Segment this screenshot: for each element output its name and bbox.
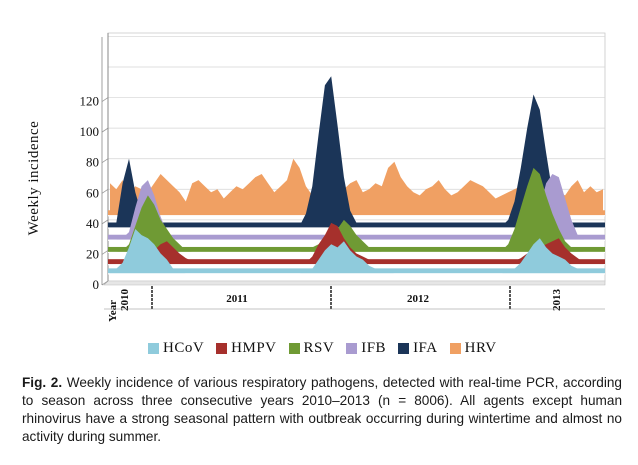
plot-floor — [103, 280, 606, 286]
legend-swatch — [148, 342, 159, 354]
legend-swatch — [216, 342, 228, 354]
x-year-label: 2012 — [407, 293, 430, 305]
y-axis-label: Weekly incidence — [26, 121, 42, 236]
legend-swatch — [346, 342, 358, 354]
chart-legend: HCoV HMPV RSV IFB IFA HRV — [148, 337, 568, 359]
gridline-ledge — [101, 219, 109, 225]
y-tick-label: 80 — [86, 155, 99, 170]
legend-label: HCoV — [163, 339, 205, 356]
legend-label: HRV — [464, 339, 497, 356]
gridline-ledge — [101, 188, 109, 194]
y-tick-label: 20 — [86, 246, 99, 261]
legend-label: RSV — [303, 339, 335, 356]
gridline-ledge — [101, 250, 109, 255]
legend-item-hcov: HCoV — [148, 340, 204, 357]
y-tick-label: 120 — [80, 94, 100, 109]
gridline-ledge — [101, 127, 109, 133]
weekly-incidence-chart: 0 20 40 60 80 100 120 Weekly incidence Year 2010 2… — [26, 32, 606, 322]
gridline-ledge — [101, 280, 109, 286]
gridline-ledge — [101, 97, 109, 102]
x-year-label: 2010 — [119, 289, 131, 312]
legend-label: IFA — [413, 339, 438, 356]
legend-item-hmpv: HMPV — [216, 340, 276, 357]
legend-swatch — [449, 342, 461, 354]
x-axis-label: Year — [107, 300, 119, 322]
x-year-label: 2011 — [226, 293, 247, 305]
series-area-hcov — [110, 229, 603, 274]
legend-label: HMPV — [231, 339, 277, 356]
caption-text: Weekly incidence of various respiratory … — [22, 375, 622, 444]
legend-swatch — [288, 342, 300, 354]
x-year-label: 2013 — [551, 289, 563, 312]
gridline-ledge — [101, 158, 109, 164]
legend-label: IFB — [361, 339, 387, 356]
y-tick-label: 60 — [86, 185, 99, 200]
figure-caption: Fig. 2. Weekly incidence of various resp… — [22, 374, 622, 446]
legend-item-rsv: RSV — [288, 339, 335, 357]
caption-label: Fig. 2. — [22, 375, 63, 390]
legend-item-hrv: HRV — [449, 339, 497, 357]
legend-item-ifa: IFA — [398, 340, 438, 357]
legend-item-ifb: IFB — [346, 340, 386, 357]
y-tick-label: 100 — [80, 124, 100, 139]
legend-swatch — [398, 342, 410, 354]
y-tick-label: 0 — [93, 277, 100, 292]
chart-area: 0 20 40 60 80 100 120 Weekly incidence Year 2010 2… — [26, 32, 606, 322]
y-tick-label: 40 — [86, 216, 99, 231]
series-area-hrv — [110, 158, 603, 216]
